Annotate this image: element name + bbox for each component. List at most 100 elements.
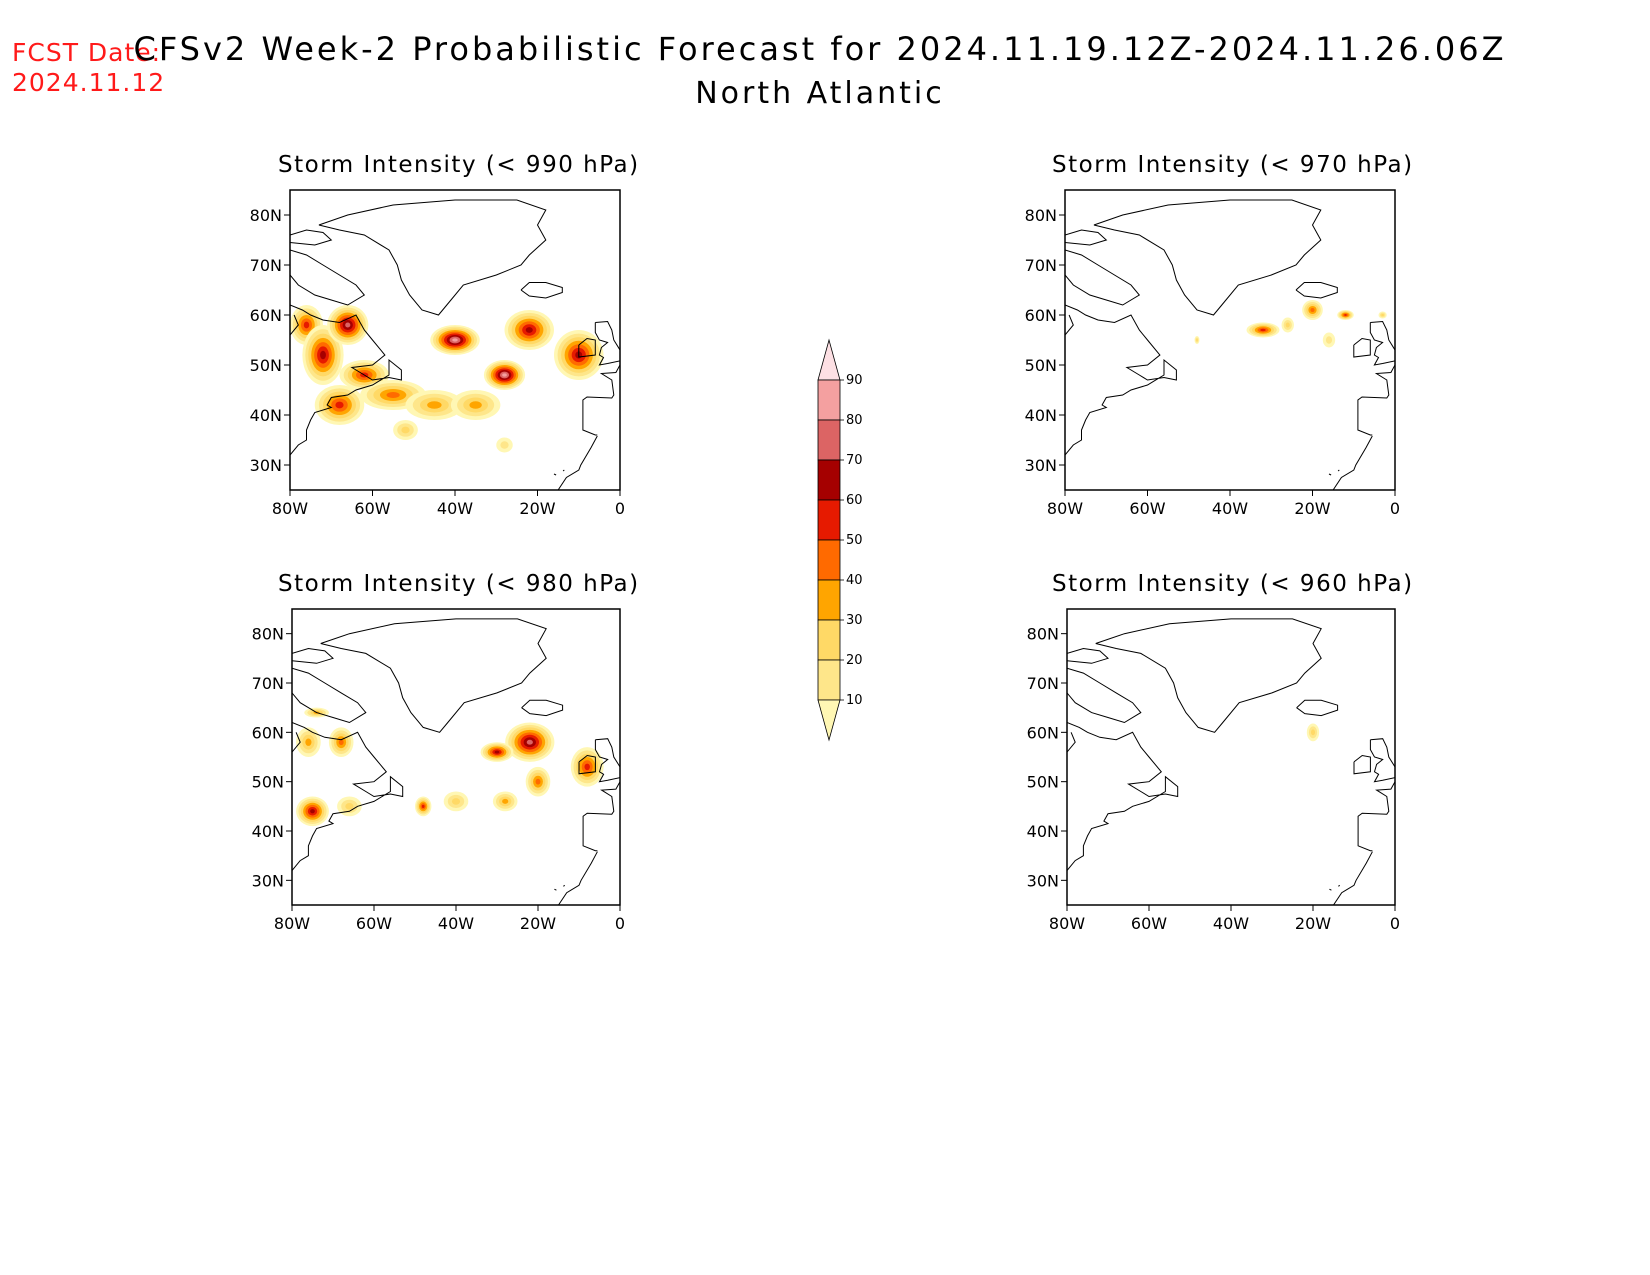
probability-blob [450, 390, 501, 420]
panel-title-970: Storm Intensity (< 970 hPa) [1052, 152, 1414, 178]
lat-tick-label: 70N [1027, 674, 1059, 693]
probability-blob [1281, 317, 1294, 333]
coastlines [290, 199, 620, 490]
fcst-date-label: FCST Date: [12, 38, 162, 67]
lat-tick-label: 40N [250, 406, 282, 425]
colorbar-segment [817, 539, 841, 581]
probability-blob [430, 325, 480, 355]
probability-blob [290, 305, 323, 345]
lat-tick-label: 70N [250, 256, 282, 275]
lon-tick-label: 40W [437, 499, 473, 518]
lat-tick-label: 80N [1027, 625, 1059, 644]
lon-tick-label: 60W [1131, 914, 1167, 933]
coastlines [1067, 618, 1395, 905]
probability-blob [415, 796, 432, 817]
map-frame [291, 608, 621, 906]
lon-tick-label: 40W [438, 914, 474, 933]
probability-blob [296, 796, 329, 827]
probability-blob [1246, 322, 1280, 338]
lon-tick-label: 20W [1295, 914, 1331, 933]
colorbar-label: 50 [846, 533, 863, 548]
probability-blob [483, 360, 526, 390]
colorbar-label: 30 [846, 613, 863, 628]
lat-tick-label: 50N [250, 356, 282, 375]
lat-tick-label: 40N [1027, 822, 1059, 841]
lon-tick-label: 60W [1129, 499, 1165, 518]
probability-field [1306, 723, 1320, 742]
colorbar-label: 40 [846, 573, 863, 588]
lat-tick-label: 60N [252, 723, 284, 742]
fcst-date-value: 2024.11.12 [12, 68, 166, 97]
colorbar-label: 60 [846, 493, 863, 508]
probability-blob [1306, 723, 1320, 742]
colorbar-segment [817, 338, 841, 381]
lon-tick-label: 40W [1212, 499, 1248, 518]
lon-tick-label: 80W [1047, 499, 1083, 518]
probability-blob [328, 727, 354, 757]
probability-blob [405, 390, 464, 420]
page-title: CFSv2 Week-2 Probabilistic Forecast for … [133, 30, 1507, 68]
lat-tick-label: 50N [1027, 773, 1059, 792]
probability-blob [570, 747, 604, 787]
lon-tick-label: 80W [1049, 914, 1085, 933]
lon-tick-label: 60W [356, 914, 392, 933]
lat-tick-label: 30N [1025, 456, 1057, 475]
probability-blob [505, 722, 555, 762]
colorbar-label: 70 [846, 453, 863, 468]
probability-blob [492, 791, 518, 812]
lat-tick-label: 50N [252, 773, 284, 792]
probability-blob [504, 310, 554, 350]
probability-blob [296, 727, 321, 757]
lat-tick-label: 80N [1025, 206, 1057, 225]
lon-tick-label: 80W [272, 499, 308, 518]
lat-tick-label: 70N [1025, 256, 1057, 275]
colorbar-label: 80 [846, 413, 863, 428]
colorbar-segment [817, 699, 841, 742]
lat-tick-label: 30N [252, 871, 284, 890]
colorbar-segment [817, 579, 841, 621]
lat-tick-label: 30N [1027, 871, 1059, 890]
colorbar-segment [817, 659, 841, 701]
map-frame [1064, 189, 1396, 491]
lon-tick-label: 0 [615, 914, 625, 933]
probability-blob [1378, 311, 1387, 319]
colorbar-segment [817, 499, 841, 541]
lon-tick-label: 20W [519, 499, 555, 518]
map-frame [1066, 608, 1396, 906]
panel-title-990: Storm Intensity (< 990 hPa) [278, 152, 640, 178]
coastlines [292, 618, 620, 905]
lon-tick-label: 60W [354, 499, 390, 518]
probability-blob [443, 791, 469, 812]
colorbar-segment [817, 379, 841, 421]
probability-blob [1194, 336, 1200, 344]
map-panel-990: 80W 60W 40W 20W 0 80N 70N 60N 50N 40N 30N [250, 189, 625, 518]
lat-tick-label: 70N [252, 674, 284, 693]
panel-title-980: Storm Intensity (< 980 hPa) [278, 571, 640, 597]
lon-tick-label: 0 [1390, 499, 1400, 518]
lat-tick-label: 60N [1025, 306, 1057, 325]
lat-tick-label: 60N [1027, 723, 1059, 742]
colorbar-label: 20 [846, 653, 863, 668]
probability-blob [337, 796, 362, 817]
map-panel-960: 80W 60W 40W 20W 0 80N 70N 60N 50N 40N 30N [1027, 608, 1400, 933]
lat-tick-label: 40N [1025, 406, 1057, 425]
lat-tick-label: 30N [250, 456, 282, 475]
lon-tick-label: 20W [520, 914, 556, 933]
colorbar-segment [817, 459, 841, 501]
colorbar-label: 90 [846, 373, 863, 388]
probability-field [296, 707, 604, 827]
probability-blob [1337, 310, 1354, 320]
lon-tick-label: 40W [1213, 914, 1249, 933]
colorbar: 10 20 30 40 50 60 70 80 90 [817, 338, 863, 742]
lat-tick-label: 80N [250, 206, 282, 225]
coastlines [1065, 199, 1395, 490]
lat-tick-label: 60N [250, 306, 282, 325]
panel-title-960: Storm Intensity (< 960 hPa) [1052, 571, 1414, 597]
lat-tick-label: 50N [1025, 356, 1057, 375]
map-panel-980: 80W 60W 40W 20W 0 80N 70N 60N 50N 40N 30N [252, 608, 625, 933]
lon-tick-label: 80W [274, 914, 310, 933]
probability-blob [393, 420, 418, 440]
colorbar-segment [817, 619, 841, 661]
lat-tick-label: 40N [252, 822, 284, 841]
probability-blob [525, 766, 551, 797]
